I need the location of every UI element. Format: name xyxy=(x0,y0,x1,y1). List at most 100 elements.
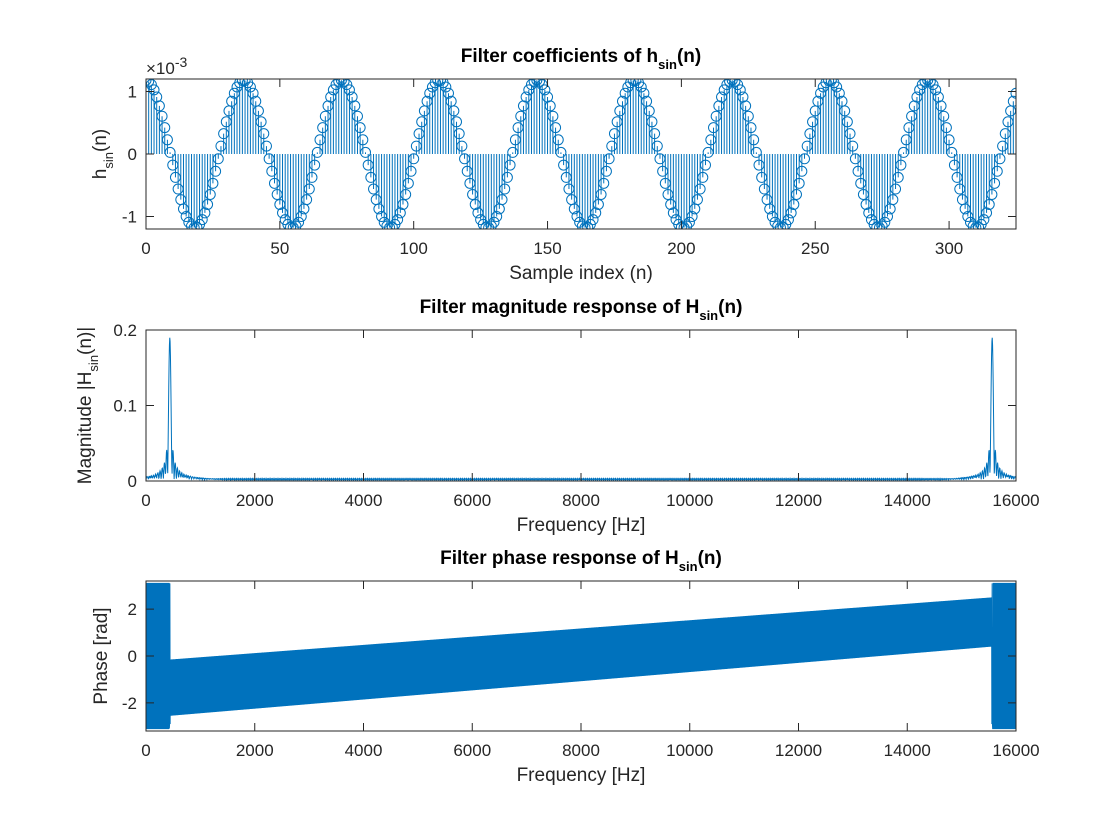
y-axis-label-main: Phase [rad] xyxy=(91,607,112,704)
stem-marker xyxy=(740,100,752,112)
x-tick-label: 4000 xyxy=(345,491,383,510)
stem-marker xyxy=(705,134,717,146)
stem-marker xyxy=(673,218,685,229)
stem-marker xyxy=(215,140,227,152)
stem-marker xyxy=(156,110,168,122)
stem-marker xyxy=(461,165,473,177)
stem-marker xyxy=(274,198,286,210)
stem-marker xyxy=(472,207,484,219)
y-axis-label: Magnitude |Hsin(n)| xyxy=(75,327,101,484)
stem-marker xyxy=(611,116,623,128)
stem-marker xyxy=(943,134,955,146)
stem-marker xyxy=(488,216,500,228)
y-tick-label: 0.2 xyxy=(113,321,137,340)
stem-marker xyxy=(180,211,192,223)
stem-marker xyxy=(491,211,503,223)
stem-marker xyxy=(686,211,698,223)
stem-marker xyxy=(657,165,669,177)
stem-marker xyxy=(186,220,198,229)
stem-marker xyxy=(619,87,631,99)
stem-marker xyxy=(301,194,313,206)
x-tick-label: 0 xyxy=(141,491,150,510)
stem-marker xyxy=(582,221,594,229)
stem-marker xyxy=(341,79,353,91)
stem-marker xyxy=(790,188,802,200)
phase-line xyxy=(146,582,1016,730)
stem-marker xyxy=(413,128,425,140)
x-tick-label: 0 xyxy=(141,741,150,760)
stem-marker xyxy=(408,153,420,165)
stem-marker xyxy=(153,100,165,112)
stem-marker xyxy=(683,216,695,228)
stem-marker xyxy=(924,79,936,87)
stem-marker xyxy=(349,100,361,112)
stem-marker xyxy=(764,203,776,215)
chart-2: 0 2000 4000 6000 8000 10000 12000 14000 16000 0 0.… xyxy=(75,297,1040,536)
stem-marker xyxy=(311,146,323,158)
stem-marker xyxy=(263,153,275,165)
stem-marker xyxy=(785,207,797,219)
stem-marker xyxy=(552,134,564,146)
stem-marker xyxy=(857,188,869,200)
stem-marker xyxy=(1010,87,1016,99)
stem-marker xyxy=(844,128,856,140)
stem-marker xyxy=(485,220,497,229)
stem-marker xyxy=(625,79,637,89)
stem-marker xyxy=(550,122,562,134)
stem-marker xyxy=(732,79,744,91)
stem-marker xyxy=(499,183,511,195)
stem-marker xyxy=(919,79,931,87)
stem-marker xyxy=(654,153,666,165)
stem-marker xyxy=(991,165,1003,177)
stem-marker xyxy=(825,79,837,87)
stem-marker xyxy=(202,198,214,210)
stem-marker xyxy=(823,79,835,87)
stem-marker xyxy=(357,134,369,146)
stem-marker xyxy=(496,194,508,206)
stem-marker xyxy=(523,84,535,96)
stem-marker xyxy=(887,194,899,206)
stem-marker xyxy=(833,87,845,99)
stem-marker xyxy=(172,183,184,195)
stem-marker xyxy=(373,203,385,215)
stem-marker xyxy=(603,153,615,165)
x-tick-label: 100 xyxy=(400,239,428,258)
stem-marker xyxy=(528,79,540,87)
stem-marker xyxy=(515,110,527,122)
stem-marker xyxy=(753,159,765,171)
stem-marker xyxy=(169,171,181,183)
chart-1: 0 50 100 150 200 250 300-101×10-3 Filter coeffi… xyxy=(90,46,1017,284)
y-tick-label: 1 xyxy=(128,83,137,102)
stem-marker xyxy=(226,95,238,107)
stem-marker xyxy=(244,81,256,93)
stem-marker xyxy=(459,153,471,165)
stem-marker xyxy=(520,91,532,103)
plot-area xyxy=(146,79,1016,229)
stem-marker xyxy=(815,87,827,99)
stem-marker xyxy=(940,122,952,134)
stem-marker xyxy=(351,110,363,122)
stem-marker xyxy=(507,146,519,158)
stem-marker xyxy=(501,171,513,183)
x-tick-label: 12000 xyxy=(775,741,822,760)
stem-marker xyxy=(381,220,393,229)
stem-marker xyxy=(392,214,404,226)
stem-marker xyxy=(303,183,315,195)
stem-marker xyxy=(608,128,620,140)
stem-marker xyxy=(544,100,556,112)
chart-title-sub: sin xyxy=(658,57,677,72)
stem-marker xyxy=(161,134,173,146)
y-tick-label: 0 xyxy=(128,472,137,491)
stem-marker xyxy=(448,105,460,117)
stem-marker xyxy=(442,87,454,99)
stem-marker xyxy=(788,198,800,210)
stem-marker xyxy=(659,177,671,189)
stem-marker xyxy=(820,79,832,89)
stem-marker xyxy=(571,211,583,223)
x-tick-label: 8000 xyxy=(562,491,600,510)
stem-marker xyxy=(852,165,864,177)
stem-marker xyxy=(512,122,524,134)
stem-marker xyxy=(234,79,246,89)
stem-marker xyxy=(748,134,760,146)
